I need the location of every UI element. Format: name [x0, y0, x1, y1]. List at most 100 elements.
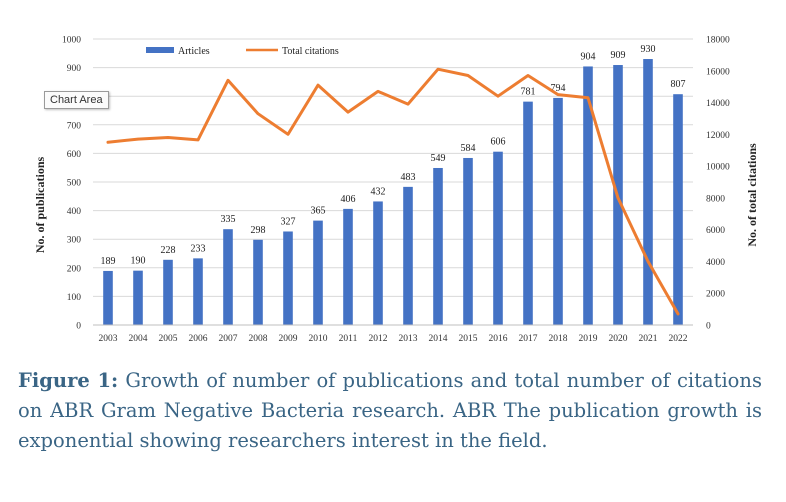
- citation-point-2021: [646, 260, 650, 263]
- bar-2014: [433, 167, 443, 325]
- x-tick-label: 2019: [579, 334, 598, 344]
- bar-2021: [643, 59, 653, 326]
- bar-2016: [493, 151, 503, 325]
- bar-2013: [403, 186, 413, 325]
- bar-2010: [313, 220, 323, 325]
- citation-point-2012: [376, 90, 380, 93]
- bar-label-2016: 606: [491, 137, 506, 148]
- x-tick-label: 2004: [129, 334, 148, 344]
- x-axis-ticks: 2003 2004 2005 2006 2007 2008 2009 2010 2011 2012…: [99, 334, 688, 344]
- citation-point-2008: [256, 112, 260, 115]
- bar-2009: [283, 231, 293, 325]
- caption-label: Figure 1:: [18, 369, 119, 392]
- legend-articles-label: Articles: [178, 46, 210, 57]
- right-tick-label: 8000: [706, 194, 725, 204]
- bar-2011: [343, 208, 353, 325]
- x-tick-label: 2009: [279, 334, 298, 344]
- left-tick-label: 700: [67, 121, 82, 131]
- bar-2017: [523, 101, 533, 325]
- left-tick-label: 200: [67, 264, 82, 274]
- bar-label-2013: 483: [401, 172, 416, 183]
- bar-label-2021: 930: [641, 44, 656, 55]
- bar-2019: [583, 66, 593, 326]
- bar-2004: [133, 270, 143, 325]
- citation-point-2015: [466, 74, 470, 77]
- left-tick-label: 400: [67, 207, 82, 217]
- x-tick-label: 2021: [639, 334, 658, 344]
- citation-point-2016: [496, 95, 500, 98]
- right-tick-label: 4000: [706, 258, 725, 268]
- x-tick-label: 2012: [369, 334, 388, 344]
- bar-label-2015: 584: [461, 143, 476, 154]
- citations-line: [106, 67, 680, 316]
- combo-chart: 01002003004005006007008009001000 0200040…: [33, 36, 759, 345]
- bar-2015: [463, 157, 473, 325]
- citation-point-2009: [286, 133, 290, 136]
- right-tick-label: 18000: [706, 36, 730, 46]
- bar-2007: [223, 229, 233, 325]
- citation-point-2017: [526, 74, 530, 77]
- bar-label-2010: 365: [311, 206, 326, 217]
- left-tick-label: 600: [67, 150, 82, 160]
- right-axis-title: No. of total citations: [745, 143, 759, 247]
- bar-label-2003: 189: [101, 256, 116, 267]
- x-tick-label: 2007: [219, 334, 238, 344]
- gridlines: [93, 38, 693, 297]
- right-tick-label: 14000: [706, 99, 730, 109]
- right-axis-ticks: 0 2000 4000 6000 8000 10000 12000 14000 16000 180…: [706, 36, 730, 332]
- citation-point-2004: [136, 137, 140, 141]
- bar-2022: [673, 94, 683, 325]
- legend-citations-label: Total citations: [282, 46, 339, 57]
- legend: Articles Total citations: [146, 46, 339, 57]
- x-tick-label: 2020: [609, 334, 628, 344]
- x-tick-label: 2013: [399, 334, 418, 344]
- bar-label-2022: 807: [671, 79, 686, 90]
- citation-point-2022: [676, 312, 680, 316]
- bar-label-2014: 549: [431, 153, 446, 164]
- citation-point-2007: [226, 79, 230, 82]
- left-tick-label: 500: [67, 179, 82, 189]
- citation-point-2005: [166, 136, 170, 139]
- bar-label-2019: 904: [581, 51, 596, 62]
- caption-text: Growth of number of publications and tot…: [18, 369, 762, 452]
- x-tick-label: 2017: [519, 334, 538, 344]
- bar-label-2007: 335: [221, 214, 236, 225]
- x-tick-label: 2006: [189, 334, 208, 344]
- bar-2003: [103, 270, 113, 325]
- left-tick-label: 100: [67, 293, 82, 303]
- citation-point-2013: [406, 102, 410, 106]
- citation-point-2020: [616, 196, 620, 200]
- citation-point-2014: [436, 67, 440, 71]
- legend-articles-swatch: [146, 47, 174, 53]
- x-tick-label: 2008: [249, 334, 268, 344]
- right-tick-label: 10000: [706, 163, 730, 173]
- x-tick-label: 2011: [339, 334, 358, 344]
- bar-label-2008: 298: [251, 225, 266, 236]
- bar-label-2011: 406: [341, 194, 356, 205]
- bar-label-2020: 909: [611, 50, 626, 61]
- bar-2006: [193, 258, 203, 325]
- right-tick-label: 2000: [706, 290, 725, 300]
- bar-2005: [163, 259, 173, 325]
- bar-label-2006: 233: [191, 243, 206, 254]
- citations-series-line: [106, 67, 680, 316]
- x-tick-label: 2010: [309, 334, 328, 344]
- left-tick-label: 900: [67, 64, 82, 74]
- citation-point-2018: [556, 93, 560, 96]
- bar-label-2005: 228: [161, 245, 176, 256]
- right-tick-label: 12000: [706, 131, 730, 141]
- left-tick-label: 300: [67, 236, 82, 246]
- figure-caption: Figure 1: Growth of number of publicatio…: [18, 366, 762, 456]
- right-tick-label: 0: [706, 322, 711, 332]
- bar-label-2009: 327: [281, 216, 296, 227]
- x-tick-label: 2015: [459, 334, 478, 344]
- bar-label-2004: 190: [131, 256, 146, 267]
- left-tick-label: 1000: [62, 36, 81, 46]
- bar-2008: [253, 239, 263, 325]
- bar-label-2017: 781: [521, 87, 536, 98]
- x-tick-label: 2016: [489, 334, 508, 344]
- right-tick-label: 16000: [706, 67, 730, 77]
- citation-point-2006: [196, 138, 200, 142]
- x-tick-label: 2003: [99, 334, 118, 344]
- bar-label-2018: 794: [551, 83, 566, 94]
